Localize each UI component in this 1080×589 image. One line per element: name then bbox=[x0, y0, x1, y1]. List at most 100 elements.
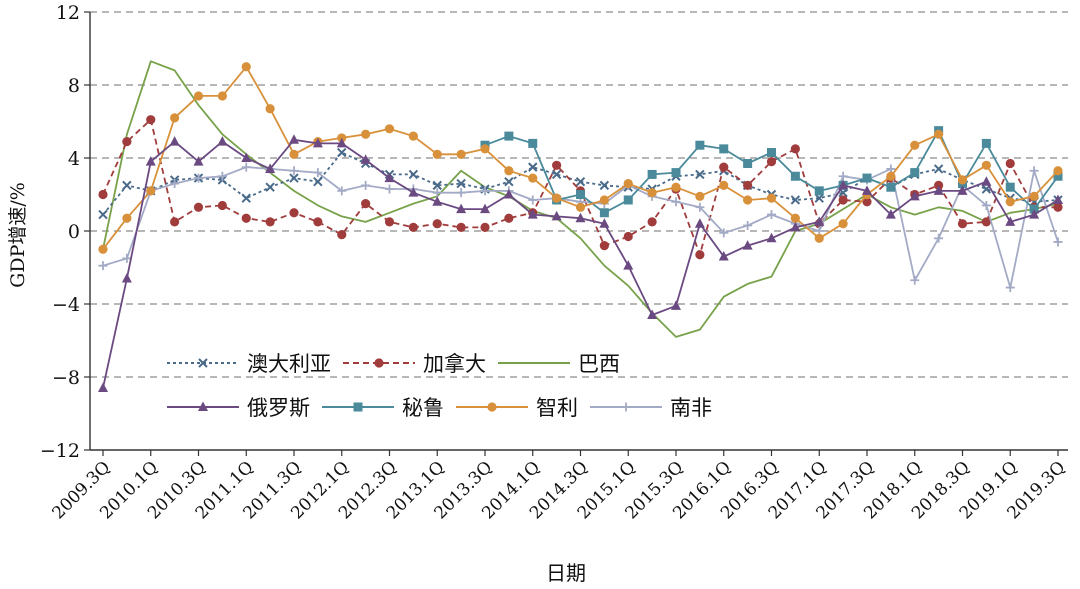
data-point bbox=[480, 222, 490, 232]
horizontal-gridlines bbox=[84, 11, 1068, 451]
data-point bbox=[313, 177, 323, 187]
data-point bbox=[98, 261, 108, 271]
data-point bbox=[790, 171, 800, 181]
data-point bbox=[504, 177, 514, 187]
data-point bbox=[480, 186, 490, 196]
data-point bbox=[217, 136, 228, 146]
data-point bbox=[289, 149, 299, 159]
data-point bbox=[480, 203, 490, 214]
data-point bbox=[289, 208, 299, 218]
data-point bbox=[790, 221, 801, 232]
series-3 bbox=[98, 134, 1063, 392]
legend-swatch-australia bbox=[167, 358, 239, 368]
data-point bbox=[336, 137, 347, 148]
data-point bbox=[743, 221, 753, 231]
data-point bbox=[456, 203, 467, 214]
data-point bbox=[432, 219, 442, 229]
data-point bbox=[886, 182, 896, 192]
data-point bbox=[957, 185, 968, 195]
data-point bbox=[265, 104, 275, 114]
data-point bbox=[408, 187, 419, 197]
data-point bbox=[647, 169, 657, 179]
legend-swatch-chile bbox=[456, 402, 528, 412]
data-point bbox=[1005, 158, 1015, 169]
data-point bbox=[718, 251, 729, 261]
series-line bbox=[102, 166, 1059, 289]
data-point bbox=[241, 193, 251, 203]
data-point bbox=[170, 113, 180, 123]
data-point bbox=[551, 169, 562, 180]
data-point bbox=[1005, 197, 1015, 207]
data-point bbox=[241, 152, 252, 162]
data-point bbox=[862, 173, 872, 183]
data-point bbox=[719, 144, 729, 154]
data-point bbox=[217, 200, 227, 211]
data-point bbox=[98, 244, 108, 254]
data-point bbox=[265, 182, 275, 192]
data-point bbox=[910, 275, 920, 285]
data-point bbox=[122, 213, 132, 223]
legend-item-brazil: 巴西 bbox=[496, 348, 620, 378]
data-point bbox=[862, 185, 872, 195]
series-5 bbox=[98, 62, 1063, 254]
data-point bbox=[456, 222, 466, 232]
x-axis-label: 日期 bbox=[546, 561, 586, 585]
data-point bbox=[122, 253, 132, 263]
data-point bbox=[313, 168, 323, 178]
data-point bbox=[337, 147, 347, 158]
y-tick-label: −4 bbox=[52, 294, 80, 316]
data-point bbox=[313, 217, 323, 227]
legend-item-russia: 俄罗斯 bbox=[165, 392, 310, 422]
data-point bbox=[1053, 202, 1063, 212]
data-point bbox=[527, 209, 538, 219]
data-point bbox=[1053, 194, 1063, 204]
data-point bbox=[528, 195, 538, 205]
data-point bbox=[647, 188, 657, 198]
data-point bbox=[647, 309, 658, 319]
y-tick-label: 4 bbox=[68, 148, 80, 170]
series-layer bbox=[98, 60, 1063, 392]
legend-swatch-canada bbox=[343, 358, 415, 368]
data-point bbox=[241, 62, 251, 72]
data-point bbox=[671, 168, 681, 178]
legend-swatch-marker bbox=[487, 402, 497, 412]
legend-swatch-marker bbox=[621, 402, 631, 412]
data-point bbox=[384, 217, 395, 227]
data-point bbox=[361, 129, 371, 139]
data-point bbox=[671, 197, 681, 207]
data-point bbox=[122, 136, 132, 147]
y-tick-label: 8 bbox=[68, 75, 80, 97]
data-point bbox=[145, 156, 156, 166]
data-point bbox=[814, 233, 824, 243]
data-point bbox=[193, 202, 204, 212]
data-point bbox=[838, 171, 848, 181]
data-point bbox=[599, 218, 610, 228]
data-point bbox=[384, 124, 395, 134]
data-point bbox=[98, 189, 108, 200]
data-point bbox=[552, 160, 562, 170]
data-point bbox=[217, 91, 227, 101]
data-point bbox=[910, 140, 920, 150]
data-point bbox=[790, 144, 800, 154]
legend-label-canada: 加拿大 bbox=[423, 352, 486, 376]
data-point bbox=[385, 184, 394, 194]
data-point bbox=[623, 195, 633, 205]
data-point bbox=[432, 196, 443, 206]
data-point bbox=[241, 213, 251, 223]
data-point bbox=[575, 202, 586, 212]
legend-label-south-africa: 南非 bbox=[670, 396, 712, 420]
data-point bbox=[456, 178, 466, 189]
data-point bbox=[695, 140, 705, 150]
data-point bbox=[575, 212, 586, 223]
data-point bbox=[98, 209, 108, 220]
data-point bbox=[360, 154, 371, 164]
data-point bbox=[265, 217, 275, 227]
data-point bbox=[551, 210, 562, 221]
data-point bbox=[1029, 166, 1039, 176]
legend-swatch-russia bbox=[167, 401, 239, 411]
data-point bbox=[504, 166, 514, 176]
data-point bbox=[217, 171, 227, 181]
data-point bbox=[766, 157, 777, 167]
data-point bbox=[767, 148, 776, 158]
y-tick-label: 12 bbox=[56, 2, 80, 24]
